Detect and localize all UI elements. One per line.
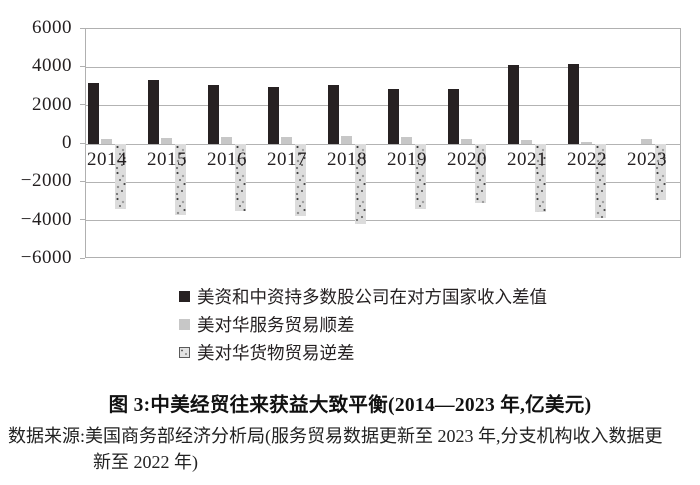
legend-marker-gray-square-icon: [179, 318, 190, 330]
y-axis-label-6000: 6000: [32, 17, 72, 38]
bar-2014-series1: [101, 139, 112, 144]
bar-2020-series0: [448, 89, 459, 144]
bar-2018-series2: [355, 144, 366, 224]
bar-2019-series0: [388, 89, 399, 144]
bar-2020-series1: [461, 139, 472, 144]
x-axis-label-2021: 2021: [507, 149, 547, 170]
bar-2017-series1: [281, 136, 292, 144]
bar-2017-series2: [295, 144, 306, 216]
x-axis-label-2016: 2016: [207, 149, 247, 170]
x-axis-label-2020: 2020: [447, 149, 487, 170]
y-axis-tick--4000: [80, 219, 85, 221]
bar-2022-series1: [581, 141, 592, 144]
x-axis-label-2022: 2022: [567, 149, 607, 170]
y-axis-label-2000: 2000: [32, 93, 72, 115]
gridline-0: [86, 143, 680, 145]
bar-2019-series1: [401, 137, 412, 144]
y-axis-tick--6000: [80, 257, 85, 259]
legend-item-services-surplus: 美对华服务贸易顺差: [179, 310, 547, 338]
gridline--4000: [86, 220, 680, 222]
y-axis-label-0: 0: [62, 132, 72, 153]
bar-2017-series0: [268, 86, 279, 144]
bar-2016-series1: [221, 137, 232, 144]
y-axis-label-4000: 4000: [32, 55, 72, 77]
bar-2015-series0: [148, 79, 159, 144]
x-axis-label-2015: 2015: [147, 149, 187, 170]
legend-label-goods-deficit: 美对华货物贸易逆差: [197, 342, 355, 363]
x-axis-label-2017: 2017: [267, 149, 307, 170]
bar-2023-series2: [655, 144, 666, 200]
legend-label-services-surplus: 美对华服务贸易顺差: [197, 314, 355, 335]
bar-2014-series2: [115, 144, 126, 210]
bar-2020-series2: [475, 144, 486, 204]
y-axis-tick-0: [80, 142, 85, 144]
chart-legend: 美资和中资持多数股公司在对方国家收入差值 美对华服务贸易顺差 美对华货物贸易逆差: [179, 282, 547, 366]
bar-2015-series1: [161, 138, 172, 144]
y-axis-label--2000: −2000: [20, 170, 72, 192]
figure-caption: 图 3:中美经贸往来获益大致平衡(2014—2023 年,亿美元): [108, 395, 592, 416]
data-source-line-2: 新至 2022 年): [93, 452, 198, 472]
legend-label-income-diff: 美资和中资持多数股公司在对方国家收入差值: [197, 286, 547, 307]
gridline-4000: [86, 66, 680, 68]
bar-2023-series1: [641, 138, 652, 144]
bar-2018-series1: [341, 136, 352, 144]
x-axis-label-2014: 2014: [87, 149, 127, 170]
y-axis-tick-4000: [80, 65, 85, 67]
bar-2018-series0: [328, 84, 339, 144]
y-axis-tick--2000: [80, 180, 85, 182]
bar-2015-series2: [175, 144, 186, 215]
x-axis-label-2019: 2019: [387, 149, 427, 170]
data-source-line-1: 数据来源:美国商务部经济分析局(服务贸易数据更新至 2023 年,分支机构收入数…: [8, 426, 663, 446]
legend-marker-speckled-square-icon: [179, 346, 190, 358]
bar-2021-series2: [535, 144, 546, 213]
plot-area: 2014 2015 2016 2017 2018 2019 2020 2021 2022 2023: [85, 28, 681, 258]
y-axis-tick-2000: [80, 104, 85, 106]
legend-item-income-diff: 美资和中资持多数股公司在对方国家收入差值: [179, 282, 547, 310]
bar-2022-series2: [595, 144, 606, 218]
bar-2019-series2: [415, 144, 426, 210]
gridline-2000: [86, 105, 680, 107]
bar-2021-series0: [508, 65, 519, 144]
legend-item-goods-deficit: 美对华货物贸易逆差: [179, 338, 547, 366]
y-axis-label--6000: −6000: [20, 247, 72, 268]
y-axis-tick-6000: [80, 27, 85, 29]
legend-marker-black-square-icon: [179, 290, 190, 302]
bar-2021-series1: [521, 140, 532, 144]
gridline--2000: [86, 181, 680, 183]
bar-2016-series0: [208, 84, 219, 144]
bar-2014-series0: [88, 82, 99, 144]
y-axis-label--4000: −4000: [20, 208, 72, 230]
x-axis-label-2023: 2023: [627, 149, 667, 170]
bar-2016-series2: [235, 144, 246, 212]
bar-2022-series0: [568, 64, 579, 144]
x-axis-label-2018: 2018: [327, 149, 367, 170]
